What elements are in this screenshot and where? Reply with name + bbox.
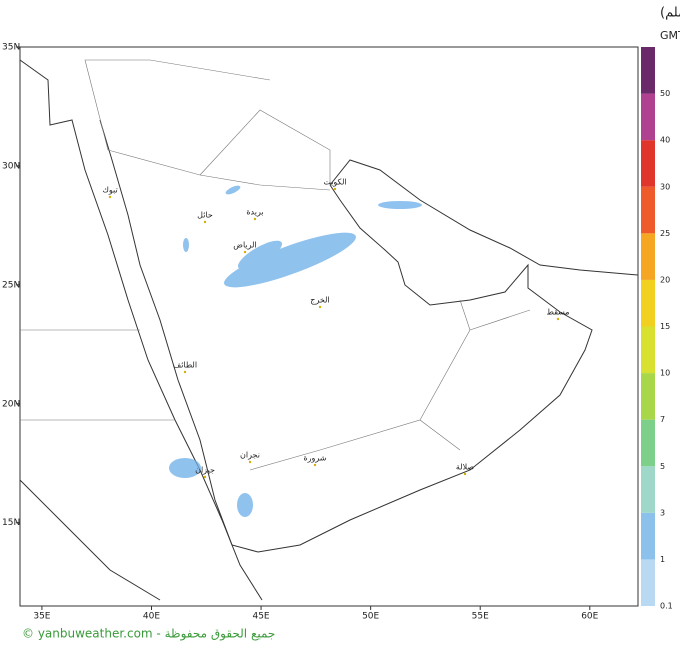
colorbar-band	[641, 140, 655, 187]
place-dot	[183, 370, 187, 374]
colorbar-band	[641, 419, 655, 467]
place-label: الكويت	[323, 178, 346, 187]
colorbar-band	[641, 512, 655, 560]
place-dot	[248, 460, 252, 464]
colorbar-label: 7	[660, 415, 665, 424]
y-tick-label: 15N	[2, 518, 20, 528]
colorbar-band	[641, 93, 655, 141]
colorbar-label: 15	[660, 322, 670, 331]
subtitle: من: الإثنين [08:50 م] 11 أبريل 2022 -- إ…	[660, 28, 680, 42]
colorbar-band	[641, 186, 655, 234]
x-tick-label: 50E	[362, 612, 379, 622]
place-label: حائل	[197, 211, 213, 220]
map-frame	[19, 46, 639, 607]
y-tick-label: 25N	[2, 280, 20, 290]
colorbar-label: 20	[660, 275, 670, 284]
y-tick-label: 35N	[2, 43, 20, 53]
colorbar-band	[641, 559, 655, 606]
colorbar-band	[641, 279, 655, 327]
x-tick-label: 35E	[33, 612, 50, 622]
place-dot	[333, 187, 337, 191]
place-label: الرياض	[233, 241, 256, 250]
place-dot	[253, 217, 257, 221]
rain-areas	[169, 185, 422, 517]
colorbar-band	[641, 47, 655, 94]
place-dot	[313, 463, 317, 467]
place-dot	[318, 305, 322, 309]
x-tick-label: 40E	[143, 612, 160, 622]
footer: © yanbuweather.com - جميع الحقوق محفوظة	[22, 627, 275, 642]
place-label: صلالة	[456, 463, 475, 472]
colorbar-band	[641, 233, 655, 280]
colorbar-band	[641, 466, 655, 513]
place-label: الطائف	[173, 361, 197, 370]
place-dot	[556, 317, 560, 321]
colorbar-label: 1	[660, 555, 665, 564]
place-label: شرورة	[303, 454, 326, 463]
place-dot	[463, 472, 467, 476]
title: تنبؤ آني - توقعات الأمطار تراكميا لمدة س…	[660, 4, 680, 21]
y-tick-label: 20N	[2, 399, 20, 409]
place-label: تبوك	[102, 186, 117, 195]
x-tick-label: 45E	[252, 612, 269, 622]
place-label: جيزان	[195, 466, 215, 475]
place-dot	[243, 250, 247, 254]
place-label: نجران	[240, 451, 260, 460]
place-label: بريدة	[246, 208, 263, 217]
colorbar-label: 0.1	[660, 602, 673, 611]
colorbar-label: 5	[660, 462, 665, 471]
place-dot	[203, 220, 207, 224]
colorbar-label: 25	[660, 229, 670, 238]
x-tick-label: 55E	[472, 612, 489, 622]
place-dot	[108, 195, 112, 199]
colorbar-label: 10	[660, 369, 670, 378]
colorbar-label: 50	[660, 89, 670, 98]
place-dot	[203, 475, 207, 479]
place-label: مسقط	[546, 308, 569, 317]
colorbar-band	[641, 326, 655, 374]
place-label: الخرج	[310, 296, 329, 305]
y-tick-label: 30N	[2, 161, 20, 171]
x-tick-label: 60E	[581, 612, 598, 622]
colorbar-label: 3	[660, 508, 665, 517]
colorbar-band	[641, 373, 655, 420]
colorbar-label: 30	[660, 182, 670, 191]
colorbar-label: 40	[660, 136, 670, 145]
geography	[19, 59, 639, 601]
